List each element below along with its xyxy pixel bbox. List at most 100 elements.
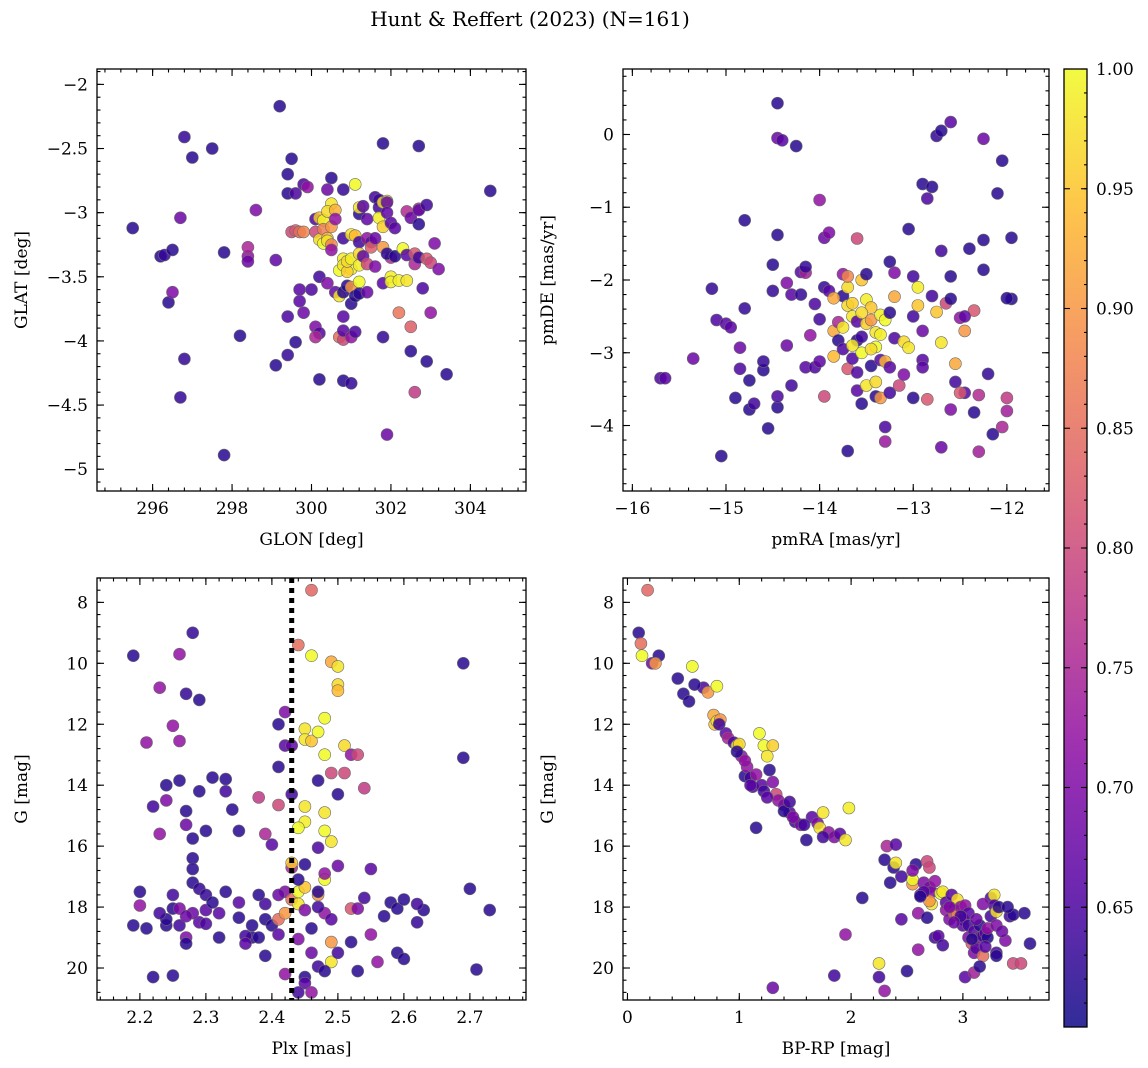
data-point — [682, 695, 696, 708]
data-point — [777, 804, 791, 818]
data-point — [976, 897, 990, 911]
data-point — [272, 717, 285, 731]
data-point — [364, 928, 378, 941]
data-point — [906, 310, 920, 323]
data-point — [186, 832, 199, 845]
data-point — [174, 211, 187, 225]
data-point — [878, 984, 891, 998]
data-point — [376, 330, 390, 344]
data-point — [902, 341, 915, 355]
data-point — [850, 232, 864, 245]
data-point — [914, 890, 927, 903]
data-point — [272, 798, 285, 812]
data-point — [686, 352, 700, 365]
data-point — [760, 791, 774, 804]
scatter-points — [127, 583, 497, 999]
data-point — [424, 306, 438, 320]
y-tick-label: −4 — [589, 417, 614, 437]
data-point — [888, 290, 901, 304]
data-point — [965, 932, 979, 946]
y-tick-label: 10 — [592, 654, 614, 674]
data-point — [269, 253, 283, 267]
data-point — [127, 919, 140, 932]
data-point — [278, 967, 292, 981]
data-point — [217, 448, 231, 462]
data-point — [883, 360, 897, 374]
data-point — [953, 386, 967, 400]
data-point — [902, 222, 915, 236]
data-point — [338, 766, 351, 780]
data-point — [305, 922, 318, 935]
data-point — [166, 719, 180, 733]
data-point — [258, 897, 272, 911]
data-point — [972, 445, 986, 459]
data-point — [311, 774, 325, 787]
data-point — [822, 226, 836, 239]
panel-pmra-pmde: −16 −15 −14 −13 −12 −4 −3 −2 −1 0 pmRA [mas/yr] pmD… — [538, 68, 1050, 550]
data-point — [313, 373, 326, 386]
colorbar-tick-label: 0.85 — [1096, 419, 1134, 439]
y-tick-label: 8 — [77, 593, 88, 613]
data-point — [766, 258, 780, 272]
data-point — [173, 734, 186, 748]
data-point — [688, 678, 701, 691]
data-point — [949, 357, 962, 371]
data-point — [906, 391, 920, 405]
data-point — [311, 841, 325, 855]
data-point — [780, 339, 794, 352]
y-tick-label: −4.5 — [47, 396, 88, 416]
data-point — [351, 902, 365, 915]
data-point — [412, 217, 426, 231]
y-tick-label: 16 — [592, 837, 614, 857]
data-point — [179, 937, 193, 950]
data-point — [397, 893, 411, 906]
data-point — [380, 428, 394, 441]
data-point — [146, 800, 160, 813]
data-point — [324, 935, 338, 949]
data-point — [1000, 404, 1014, 418]
data-point — [410, 915, 424, 929]
x-axis-label: BP-RP [mag] — [782, 1039, 891, 1059]
data-point — [780, 276, 794, 290]
data-point — [874, 328, 887, 341]
data-point — [911, 280, 925, 294]
data-point — [883, 876, 897, 890]
data-point — [991, 187, 1004, 200]
data-point — [827, 291, 841, 305]
data-point — [318, 867, 332, 880]
data-point — [160, 794, 173, 807]
data-point — [869, 375, 883, 389]
data-point — [298, 976, 312, 990]
data-point — [166, 243, 179, 257]
data-point — [730, 745, 744, 759]
data-point — [173, 774, 186, 787]
data-point — [973, 960, 987, 973]
data-point — [166, 285, 179, 299]
data-point — [146, 970, 160, 984]
y-tick-label: −4 — [63, 332, 88, 352]
data-point — [281, 167, 295, 181]
data-point — [967, 304, 981, 317]
data-point — [428, 237, 441, 250]
data-point — [179, 909, 193, 923]
data-point — [338, 739, 351, 752]
data-point — [179, 804, 193, 818]
x-tick-label: −15 — [708, 499, 744, 519]
data-point — [895, 870, 908, 883]
data-point — [827, 350, 841, 363]
data-point — [712, 717, 726, 731]
data-point — [298, 903, 312, 917]
data-point — [969, 912, 983, 926]
data-point — [883, 255, 897, 269]
data-point — [483, 184, 497, 198]
x-tick-label: 298 — [216, 499, 248, 519]
data-point — [846, 296, 859, 310]
data-point — [671, 672, 685, 685]
data-point — [900, 964, 914, 978]
data-point — [285, 152, 298, 166]
y-tick-label: 0 — [603, 125, 614, 145]
x-tick-label: 2.4 — [258, 1008, 285, 1028]
data-point — [311, 885, 325, 899]
data-point — [763, 763, 776, 777]
data-point — [995, 154, 1009, 167]
